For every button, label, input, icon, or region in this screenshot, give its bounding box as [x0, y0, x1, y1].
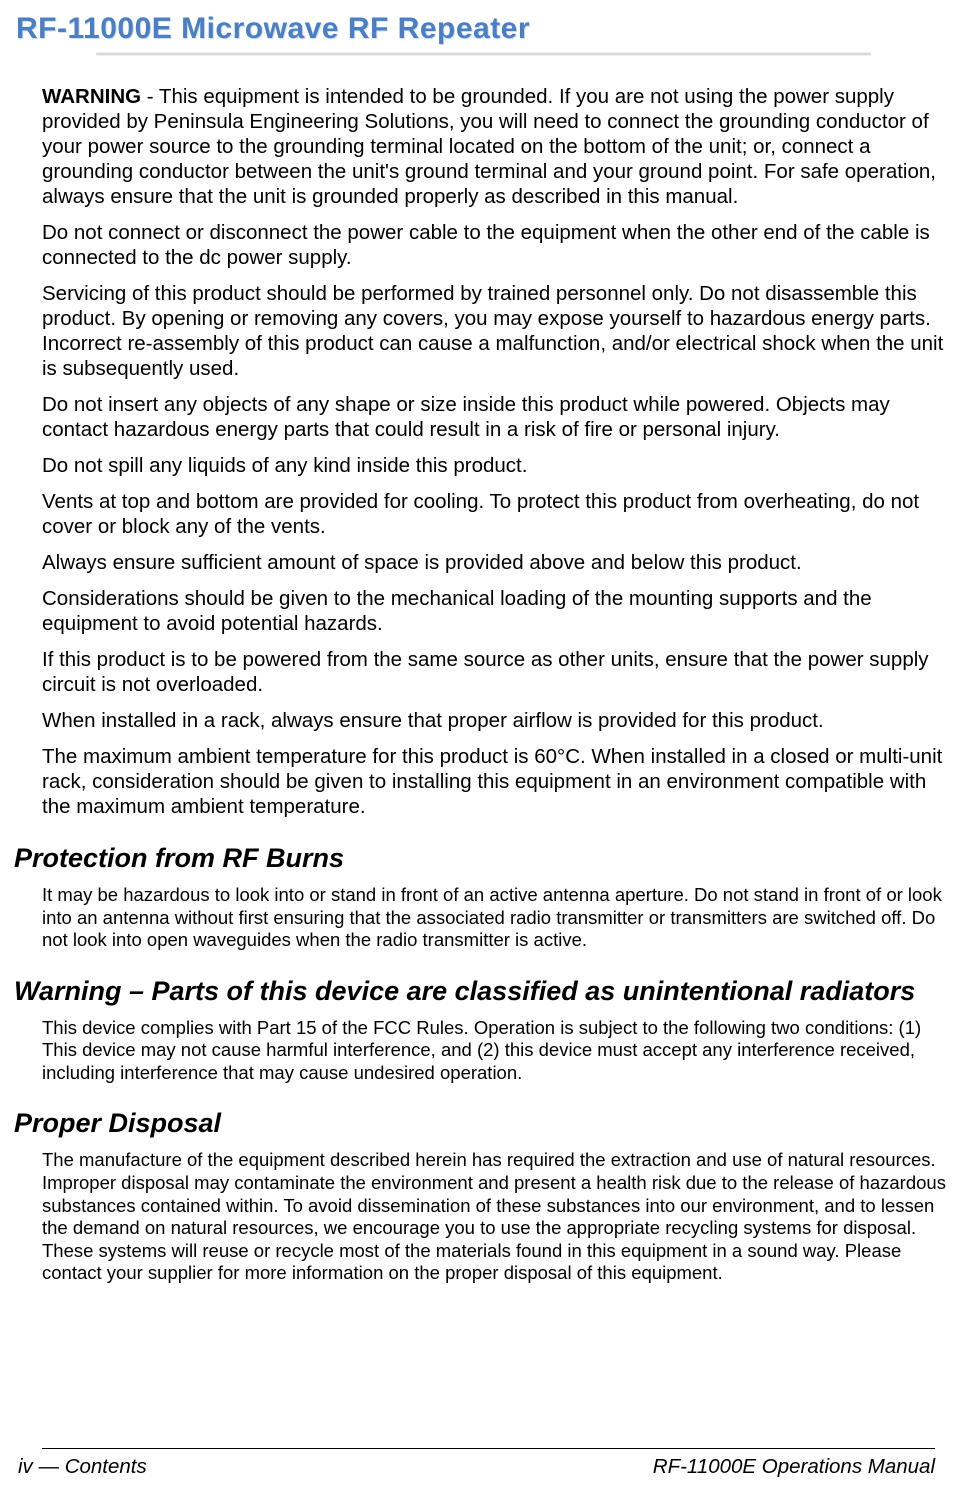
- section-body: The manufacture of the equipment describ…: [42, 1149, 959, 1284]
- body-paragraph: Vents at top and bottom are provided for…: [42, 489, 959, 539]
- section-body: This device complies with Part 15 of the…: [42, 1017, 959, 1085]
- horizontal-rule: [96, 52, 871, 56]
- body-paragraph: If this product is to be powered from th…: [42, 647, 959, 697]
- page-title: RF-11000E Microwave RF Repeater: [16, 12, 959, 46]
- footer-right: RF-11000E Operations Manual: [653, 1455, 935, 1479]
- page: RF-11000E Microwave RF Repeater WARNING …: [0, 0, 977, 1493]
- body-paragraph: Always ensure sufficient amount of space…: [42, 550, 959, 575]
- warning-lead: WARNING: [42, 85, 141, 108]
- body-paragraph: When installed in a rack, always ensure …: [42, 708, 959, 733]
- body-paragraph: The maximum ambient temperature for this…: [42, 744, 959, 819]
- section-body: It may be hazardous to look into or stan…: [42, 884, 959, 952]
- footer: iv — Contents RF-11000E Operations Manua…: [18, 1455, 935, 1479]
- body-paragraph: Do not spill any liquids of any kind ins…: [42, 453, 959, 478]
- body-paragraph: Do not insert any objects of any shape o…: [42, 392, 959, 442]
- footer-rule: [42, 1448, 935, 1449]
- body-paragraph: Servicing of this product should be perf…: [42, 281, 959, 381]
- section-heading-proper-disposal: Proper Disposal: [14, 1108, 959, 1139]
- section-heading-rf-burns: Protection from RF Burns: [14, 843, 959, 874]
- footer-left: iv — Contents: [18, 1455, 147, 1479]
- warning-lead-rest: - This equipment is intended to be groun…: [42, 85, 936, 208]
- body-paragraph: Do not connect or disconnect the power c…: [42, 220, 959, 270]
- section-heading-unintentional-radiators: Warning – Parts of this device are class…: [14, 976, 959, 1007]
- body-paragraph: Considerations should be given to the me…: [42, 586, 959, 636]
- warning-paragraph: WARNING - This equipment is intended to …: [42, 84, 959, 209]
